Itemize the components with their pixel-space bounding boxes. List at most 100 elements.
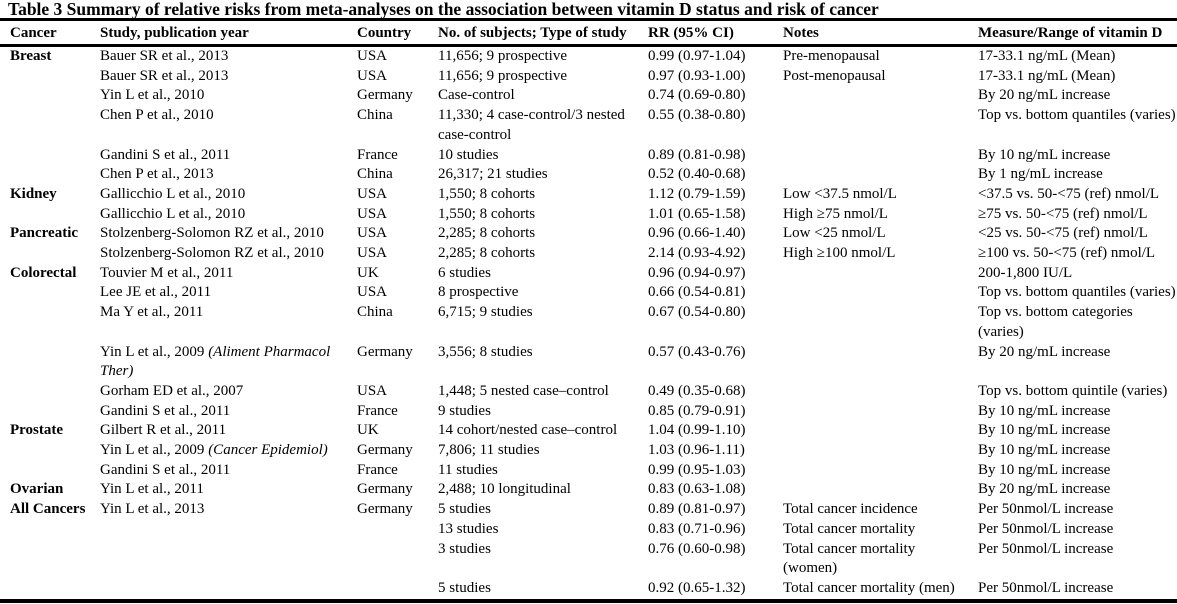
cell-notes (783, 165, 978, 185)
cell-cancer: Prostate (10, 422, 64, 439)
study-name: Gorham ED et al., 2007 (100, 382, 244, 399)
cell-study: Yin L et al., 2013 (100, 500, 357, 520)
cell-cancer (0, 67, 100, 87)
column-header-subjects: No. of subjects; Type of study (438, 19, 648, 47)
column-header-notes: Notes (783, 19, 978, 47)
cell-notes (783, 283, 978, 303)
cell-measure: By 10 ng/mL increase (978, 146, 1111, 163)
cell-country: France (357, 461, 398, 478)
cell-study: Yin L et al., 2009 (Cancer Epidemiol) (100, 441, 357, 461)
table-row: Ma Y et al., 2011 China 6,715; 9 studies… (0, 303, 1177, 342)
cell-country: USA (357, 48, 388, 64)
column-header-country: Country (357, 19, 438, 47)
cell-study: Yin L et al., 2010 (100, 86, 357, 106)
cell-study: Chen P et al., 2010 (100, 106, 357, 145)
cell-measure: By 1 ng/mL increase (978, 166, 1103, 183)
cell-country: Germany (357, 343, 413, 360)
cell-country: China (357, 107, 393, 124)
cell-cancer: Kidney (10, 185, 57, 202)
cell-study: Gorham ED et al., 2007 (100, 382, 357, 402)
cell-notes (783, 106, 978, 145)
cell-country: Germany (357, 481, 413, 498)
cell-rr: 0.67 (0.54-0.80) (648, 304, 746, 321)
cell-notes: Low <25 nmol/L (783, 225, 886, 242)
cell-subjects: 14 cohort/nested case–control (438, 422, 618, 439)
column-header-cancer: Cancer (0, 19, 100, 47)
table-row: Kidney Gallicchio L et al., 2010 USA 1,5… (0, 185, 1177, 205)
cell-cancer (0, 165, 100, 185)
cell-cancer (0, 86, 100, 106)
study-name: Stolzenberg-Solomon RZ et al., 2010 (100, 225, 324, 242)
cell-subjects: 2,285; 8 cohorts (438, 225, 536, 242)
cell-notes: High ≥100 nmol/L (783, 245, 896, 262)
table-row: 3 studies 0.76 (0.60-0.98) Total cancer … (0, 540, 1177, 579)
cell-country (357, 520, 438, 540)
table-body: Breast Bauer SR et al., 2013 USA 11,656;… (0, 46, 1177, 601)
cell-rr: 0.99 (0.95-1.03) (648, 461, 746, 478)
cell-study: Ma Y et al., 2011 (100, 303, 357, 342)
cell-rr: 0.57 (0.43-0.76) (648, 343, 746, 360)
cell-notes: Low <37.5 nmol/L (783, 185, 897, 202)
study-name: Yin L et al., 2009 (100, 442, 209, 459)
cell-subjects: 3 studies (438, 540, 491, 557)
table-row: All Cancers Yin L et al., 2013 Germany 5… (0, 500, 1177, 520)
table-row: Gorham ED et al., 2007 USA 1,448; 5 nest… (0, 382, 1177, 402)
cell-notes (783, 264, 978, 284)
cell-rr: 0.76 (0.60-0.98) (648, 540, 746, 557)
cell-notes (783, 86, 978, 106)
cell-rr: 0.99 (0.97-1.04) (648, 48, 746, 64)
cell-subjects: 26,317; 21 studies (438, 166, 548, 183)
cell-country: Germany (357, 501, 413, 518)
cell-study: Yin L et al., 2011 (100, 480, 357, 500)
table-row: 5 studies 0.92 (0.65-1.32) Total cancer … (0, 579, 1177, 601)
cell-rr: 0.74 (0.69-0.80) (648, 87, 746, 104)
cell-cancer (0, 402, 100, 422)
cell-rr: 0.52 (0.40-0.68) (648, 166, 746, 183)
cell-country: UK (357, 422, 379, 439)
cell-country (357, 540, 438, 579)
cell-study: Gandini S et al., 2011 (100, 461, 357, 481)
table-row: Colorectal Touvier M et al., 2011 UK 6 s… (0, 264, 1177, 284)
cell-study: Gilbert R et al., 2011 (100, 421, 357, 441)
cell-measure: ≥75 vs. 50-<75 (ref) nmol/L (978, 205, 1148, 222)
cell-measure: By 10 ng/mL increase (978, 422, 1111, 439)
cell-subjects: 1,448; 5 nested case–control (438, 382, 609, 399)
cell-cancer (0, 106, 100, 145)
study-journal: (Aliment Pharmacol Ther) (100, 343, 331, 380)
cell-country: China (357, 304, 393, 321)
cell-cancer (0, 303, 100, 342)
cell-country: USA (357, 284, 388, 301)
cell-cancer (0, 382, 100, 402)
cell-measure: <25 vs. 50-<75 (ref) nmol/L (978, 225, 1148, 242)
study-name: Gandini S et al., 2011 (100, 146, 231, 163)
cell-study (100, 579, 357, 601)
cell-notes: Post-menopausal (783, 67, 886, 84)
cell-rr: 0.92 (0.65-1.32) (648, 579, 746, 596)
cell-study: Bauer SR et al., 2013 (100, 46, 357, 67)
cell-study: Stolzenberg-Solomon RZ et al., 2010 (100, 244, 357, 264)
cell-subjects: 3,556; 8 studies (438, 343, 533, 360)
cell-notes: Total cancer mortality (men) (783, 579, 955, 596)
cell-measure: Top vs. bottom quantiles (varies) (978, 284, 1176, 301)
table-row: Chen P et al., 2010 China 11,330; 4 case… (0, 106, 1177, 145)
cell-country: USA (357, 67, 388, 84)
cell-study: Gallicchio L et al., 2010 (100, 205, 357, 225)
cell-country: France (357, 146, 398, 163)
column-header-rr: RR (95% CI) (648, 19, 783, 47)
table-title: Table 3 Summary of relative risks from m… (8, 0, 879, 19)
cell-subjects: 5 studies (438, 501, 491, 518)
cell-measure: Top vs. bottom categories (varies) (978, 304, 1133, 340)
table-row: Yin L et al., 2009 (Aliment Pharmacol Th… (0, 343, 1177, 382)
table-row: Gandini S et al., 2011 France 9 studies … (0, 402, 1177, 422)
cell-rr: 0.96 (0.94-0.97) (648, 264, 746, 281)
cell-country (357, 579, 438, 601)
cell-study: Yin L et al., 2009 (Aliment Pharmacol Th… (100, 343, 357, 382)
cell-cancer (0, 244, 100, 264)
cell-measure: By 10 ng/mL increase (978, 402, 1111, 419)
cell-measure: By 20 ng/mL increase (978, 87, 1111, 104)
cell-study: Bauer SR et al., 2013 (100, 67, 357, 87)
cell-cancer (0, 343, 100, 382)
cell-cancer: Ovarian (10, 481, 64, 498)
cell-study (100, 540, 357, 579)
